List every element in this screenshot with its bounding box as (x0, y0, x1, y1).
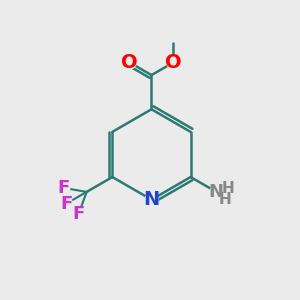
Circle shape (57, 181, 70, 194)
Circle shape (167, 56, 180, 69)
Text: F: F (60, 195, 72, 213)
Circle shape (72, 208, 85, 221)
Circle shape (59, 197, 73, 210)
Text: F: F (57, 179, 69, 197)
Text: O: O (121, 53, 138, 72)
Circle shape (123, 56, 136, 69)
Text: H: H (219, 192, 232, 207)
Text: N: N (209, 183, 224, 201)
Text: N: N (143, 190, 160, 209)
Circle shape (210, 185, 223, 198)
Text: F: F (72, 205, 85, 223)
Circle shape (145, 193, 158, 206)
Text: H: H (221, 181, 234, 196)
Text: O: O (165, 53, 182, 72)
